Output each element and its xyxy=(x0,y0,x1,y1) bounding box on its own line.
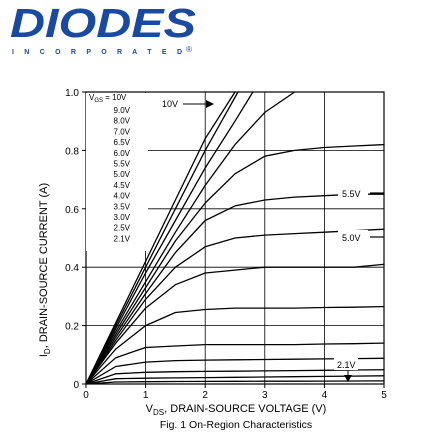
diodes-logo: DIODES I N C O R P O R A T E D ® xyxy=(10,0,196,56)
annotation-10v-arrowhead xyxy=(206,100,214,108)
x-tick-label-2: 2 xyxy=(202,390,208,401)
annotation-5-5v-background xyxy=(338,186,368,200)
logo-subtitle: I N C O R P O R A T E D xyxy=(12,49,182,56)
legend-entry-1: 8.0V xyxy=(114,117,131,126)
on-region-chart: 0 1 2 3 4 5 0 0.2 0.4 0.6 0.8 1.0 VGS = 10V 9.0V 8.… xyxy=(38,88,387,431)
annotation-10v-label: 10V xyxy=(162,99,178,109)
series-line-4-0v xyxy=(85,342,385,385)
legend-entry-8: 4.0V xyxy=(114,192,131,201)
legend-entry-10: 3.0V xyxy=(114,213,131,222)
legend-header: VGS = 10V xyxy=(89,93,127,104)
series-line-2-1v xyxy=(85,380,385,385)
series-line-3-0v xyxy=(85,369,385,385)
annotation-10v-background xyxy=(152,95,186,109)
series-line-2-5v xyxy=(85,375,385,385)
y-tick-label-4: 0.8 xyxy=(65,146,79,157)
y-tick-label-0: 0 xyxy=(73,380,79,391)
x-axis-label: VDS, DRAIN-SOURCE VOLTAGE (V) xyxy=(146,403,327,417)
y-tick-label-3: 0.6 xyxy=(65,205,79,216)
y-tick-label-5: 1.0 xyxy=(65,88,79,99)
legend-box xyxy=(86,93,148,251)
legend-entry-9: 3.5V xyxy=(114,202,131,211)
series-line-7-0v xyxy=(85,91,296,385)
x-tick-label-4: 4 xyxy=(322,390,328,401)
y-tick-labels: 0 0.2 0.4 0.6 0.8 1.0 xyxy=(65,88,86,391)
legend-entry-3: 6.5V xyxy=(114,138,131,147)
annotation-2-1v-arrowhead xyxy=(344,375,352,382)
figure-caption: Fig. 1 On-Region Characteristics xyxy=(160,419,312,431)
legend-entry-5: 5.5V xyxy=(114,160,131,169)
x-tick-label-0: 0 xyxy=(83,390,89,401)
series-line-6-0v xyxy=(85,193,385,385)
series-line-5-0v xyxy=(85,263,385,385)
legend-entry-11: 2.5V xyxy=(114,224,131,233)
logo-registered-mark: ® xyxy=(186,45,192,54)
y-tick-label-1: 0.2 xyxy=(65,322,79,333)
annotation-2-1v-background xyxy=(334,358,358,370)
series-line-4-5v xyxy=(85,305,385,385)
annotation-2-1v-label: 2.1V xyxy=(337,360,356,370)
x-tick-label-1: 1 xyxy=(143,390,149,401)
legend: VGS = 10V 9.0V 8.0V7.0V 6.5V 6.0V 5.5V5.0V 4.… xyxy=(86,93,148,251)
legend-entry-4: 6.0V xyxy=(114,149,131,158)
legend-entry-7: 4.5V xyxy=(114,181,131,190)
series-line-5-5v xyxy=(85,228,385,385)
annotations: 10V 5.5V 5.0V 2.1V xyxy=(152,95,384,382)
y-tick-label-2: 0.4 xyxy=(65,263,79,274)
legend-entry-0: 9.0V xyxy=(114,106,131,115)
y-axis-label: ID, DRAIN-SOURCE CURRENT (A) xyxy=(38,183,52,357)
annotation-5-0v-label: 5.0V xyxy=(342,233,361,243)
series-group xyxy=(85,91,385,385)
annotation-5-0v-background xyxy=(338,230,368,244)
series-line-10v xyxy=(85,91,236,385)
legend-entry-2: 7.0V xyxy=(114,127,131,136)
x-tick-label-5: 5 xyxy=(381,390,387,401)
legend-entry-6: 5.0V xyxy=(114,170,131,179)
series-line-8-0v xyxy=(85,91,254,385)
legend-entry-12: 2.1V xyxy=(114,234,131,243)
x-tick-labels: 0 1 2 3 4 5 xyxy=(83,384,387,401)
series-line-9-0v xyxy=(85,91,239,385)
x-tick-label-3: 3 xyxy=(262,390,268,401)
series-line-6-5v xyxy=(85,143,385,385)
logo-brand: DIODES xyxy=(10,0,196,46)
annotation-5-5v-label: 5.5V xyxy=(342,189,361,199)
